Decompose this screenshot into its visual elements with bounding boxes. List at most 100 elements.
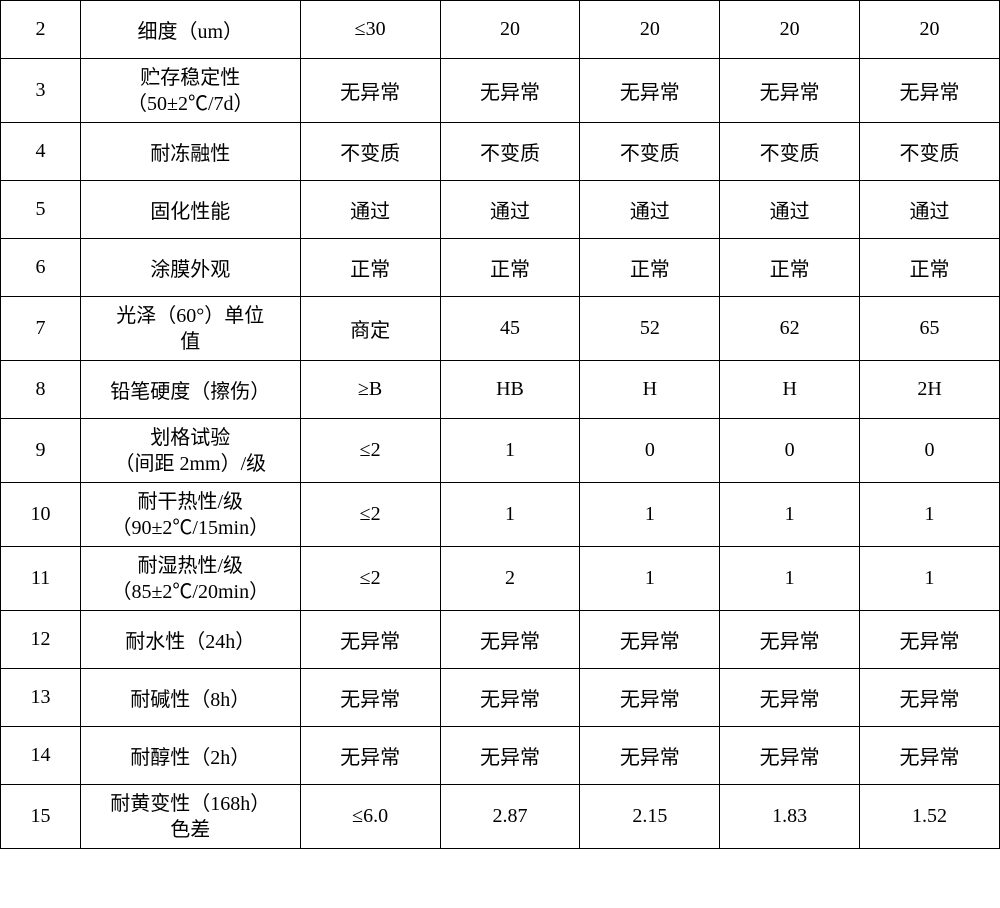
value-2: 0: [580, 419, 720, 483]
value-2: 无异常: [580, 727, 720, 785]
table-body: 2细度（um）≤30202020203贮存稳定性（50±2℃/7d）无异常无异常…: [1, 1, 1000, 849]
value-4: 无异常: [860, 727, 1000, 785]
value-3: 通过: [720, 181, 860, 239]
value-4: 20: [860, 1, 1000, 59]
value-1: 20: [440, 1, 580, 59]
row-number: 3: [1, 59, 81, 123]
row-number: 4: [1, 123, 81, 181]
value-3: 1.83: [720, 785, 860, 849]
value-1: 1: [440, 483, 580, 547]
property-name: 耐湿热性/级（85±2℃/20min）: [80, 547, 300, 611]
value-3: 62: [720, 297, 860, 361]
value-2: 2.15: [580, 785, 720, 849]
value-2: 20: [580, 1, 720, 59]
requirement: ≤2: [300, 483, 440, 547]
table-row: 6涂膜外观正常正常正常正常正常: [1, 239, 1000, 297]
value-2: 1: [580, 547, 720, 611]
table-row: 2细度（um）≤3020202020: [1, 1, 1000, 59]
value-1: 2: [440, 547, 580, 611]
value-1: 无异常: [440, 59, 580, 123]
requirement: ≤30: [300, 1, 440, 59]
requirement: ≤2: [300, 419, 440, 483]
value-4: 1.52: [860, 785, 1000, 849]
table-row: 15耐黄变性（168h）色差≤6.02.872.151.831.52: [1, 785, 1000, 849]
row-number: 14: [1, 727, 81, 785]
row-number: 12: [1, 611, 81, 669]
value-2: 52: [580, 297, 720, 361]
value-3: 无异常: [720, 59, 860, 123]
value-4: 无异常: [860, 611, 1000, 669]
table-row: 4耐冻融性不变质不变质不变质不变质不变质: [1, 123, 1000, 181]
value-1: 2.87: [440, 785, 580, 849]
value-1: HB: [440, 361, 580, 419]
value-1: 通过: [440, 181, 580, 239]
property-name: 固化性能: [80, 181, 300, 239]
property-name: 涂膜外观: [80, 239, 300, 297]
value-1: 不变质: [440, 123, 580, 181]
value-3: 不变质: [720, 123, 860, 181]
table-row: 11耐湿热性/级（85±2℃/20min）≤22111: [1, 547, 1000, 611]
row-number: 8: [1, 361, 81, 419]
value-4: 通过: [860, 181, 1000, 239]
requirement: 通过: [300, 181, 440, 239]
value-2: H: [580, 361, 720, 419]
table-row: 14耐醇性（2h）无异常无异常无异常无异常无异常: [1, 727, 1000, 785]
property-name: 耐碱性（8h）: [80, 669, 300, 727]
requirement: ≥B: [300, 361, 440, 419]
row-number: 5: [1, 181, 81, 239]
requirement: ≤2: [300, 547, 440, 611]
value-1: 45: [440, 297, 580, 361]
value-3: 1: [720, 483, 860, 547]
table-row: 7光泽（60°）单位值商定45526265: [1, 297, 1000, 361]
table-row: 3贮存稳定性（50±2℃/7d）无异常无异常无异常无异常无异常: [1, 59, 1000, 123]
property-name: 光泽（60°）单位值: [80, 297, 300, 361]
property-name: 铅笔硬度（擦伤）: [80, 361, 300, 419]
table-row: 12耐水性（24h）无异常无异常无异常无异常无异常: [1, 611, 1000, 669]
value-4: 1: [860, 483, 1000, 547]
property-name: 耐冻融性: [80, 123, 300, 181]
value-2: 不变质: [580, 123, 720, 181]
requirement: 不变质: [300, 123, 440, 181]
property-name: 划格试验（间距 2mm）/级: [80, 419, 300, 483]
requirement: 正常: [300, 239, 440, 297]
value-1: 无异常: [440, 727, 580, 785]
value-2: 1: [580, 483, 720, 547]
value-4: 无异常: [860, 669, 1000, 727]
value-3: 无异常: [720, 727, 860, 785]
value-2: 通过: [580, 181, 720, 239]
requirement: 无异常: [300, 669, 440, 727]
value-3: 无异常: [720, 611, 860, 669]
property-name: 细度（um）: [80, 1, 300, 59]
value-3: 0: [720, 419, 860, 483]
value-3: H: [720, 361, 860, 419]
requirement: ≤6.0: [300, 785, 440, 849]
value-4: 2H: [860, 361, 1000, 419]
requirement: 无异常: [300, 611, 440, 669]
row-number: 13: [1, 669, 81, 727]
table-row: 10耐干热性/级（90±2℃/15min）≤21111: [1, 483, 1000, 547]
requirement: 无异常: [300, 59, 440, 123]
property-name: 耐醇性（2h）: [80, 727, 300, 785]
value-4: 不变质: [860, 123, 1000, 181]
value-3: 20: [720, 1, 860, 59]
value-4: 0: [860, 419, 1000, 483]
row-number: 2: [1, 1, 81, 59]
value-4: 1: [860, 547, 1000, 611]
value-2: 无异常: [580, 59, 720, 123]
value-3: 1: [720, 547, 860, 611]
row-number: 7: [1, 297, 81, 361]
row-number: 9: [1, 419, 81, 483]
row-number: 15: [1, 785, 81, 849]
value-3: 正常: [720, 239, 860, 297]
requirement: 无异常: [300, 727, 440, 785]
value-3: 无异常: [720, 669, 860, 727]
table-row: 5固化性能通过通过通过通过通过: [1, 181, 1000, 239]
property-name: 耐干热性/级（90±2℃/15min）: [80, 483, 300, 547]
table-row: 8铅笔硬度（擦伤）≥BHBHH2H: [1, 361, 1000, 419]
value-4: 正常: [860, 239, 1000, 297]
requirement: 商定: [300, 297, 440, 361]
property-name: 耐水性（24h）: [80, 611, 300, 669]
value-4: 无异常: [860, 59, 1000, 123]
value-2: 无异常: [580, 669, 720, 727]
table-row: 13耐碱性（8h）无异常无异常无异常无异常无异常: [1, 669, 1000, 727]
